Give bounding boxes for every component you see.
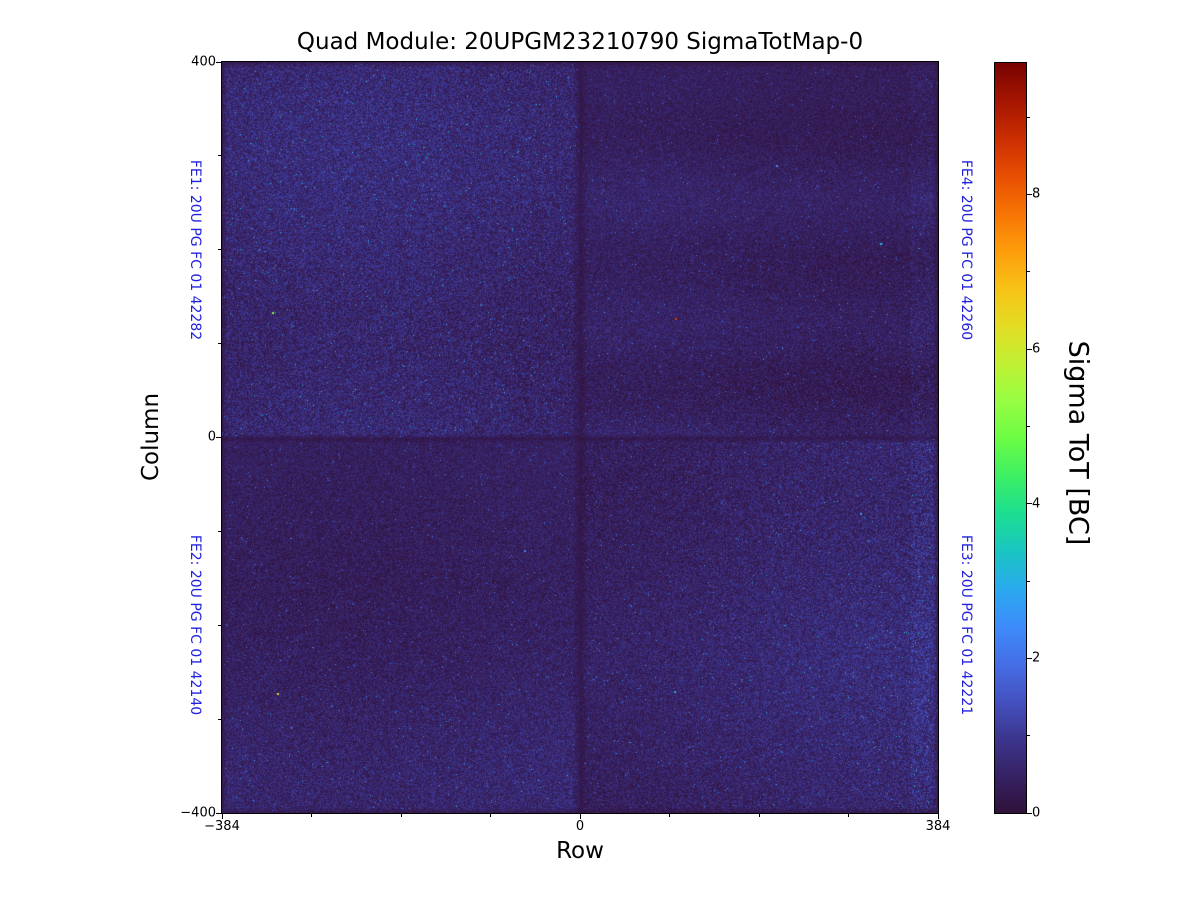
x-tick-label-2: 384 [925, 819, 951, 834]
tick-mark [1027, 580, 1030, 582]
x-axis-label: Row [556, 838, 604, 864]
y-tick-label-2: −400 [180, 805, 216, 821]
y-tick-label-1: 0 [207, 429, 216, 445]
colorbar-label: Sigma ToT [BC] [1062, 340, 1094, 546]
tick-mark [669, 814, 670, 817]
tick-mark [1027, 735, 1030, 737]
fe2-annotation: FE2: 20U PG FC 01 42140 [187, 534, 203, 716]
y-axis-label: Column [138, 392, 164, 482]
x-tick-label-1: 0 [575, 819, 585, 834]
tick-mark [400, 814, 402, 817]
colorbar-tick-label-3: 6 [1032, 341, 1041, 357]
tick-mark [758, 814, 760, 817]
tick-mark [1027, 425, 1030, 427]
tick-mark [1027, 116, 1030, 118]
tick-mark [848, 814, 849, 817]
y-tick-label-0: 400 [191, 54, 216, 70]
chart-title: Quad Module: 20UPGM23210790 SigmaTotMap-… [296, 29, 864, 55]
colorbar-tick-label-2: 4 [1032, 496, 1041, 512]
tick-mark [1027, 271, 1030, 273]
fe1-annotation: FE1: 20U PG FC 01 42282 [187, 159, 203, 341]
x-tick-label-0: −384 [204, 819, 240, 834]
fe3-annotation: FE3: 20U PG FC 01 42221 [958, 534, 974, 716]
colorbar-tick-label-1: 2 [1032, 650, 1041, 666]
colorbar-canvas [995, 63, 1026, 813]
colorbar-tick-label-0: 0 [1032, 805, 1041, 821]
heatmap-plot [221, 61, 939, 814]
tick-mark [490, 814, 491, 817]
colorbar [994, 62, 1027, 814]
heatmap-canvas [222, 62, 938, 813]
tick-mark [311, 814, 312, 817]
colorbar-tick-label-4: 8 [1032, 186, 1041, 202]
fe4-annotation: FE4: 20U PG FC 01 42260 [958, 159, 974, 341]
